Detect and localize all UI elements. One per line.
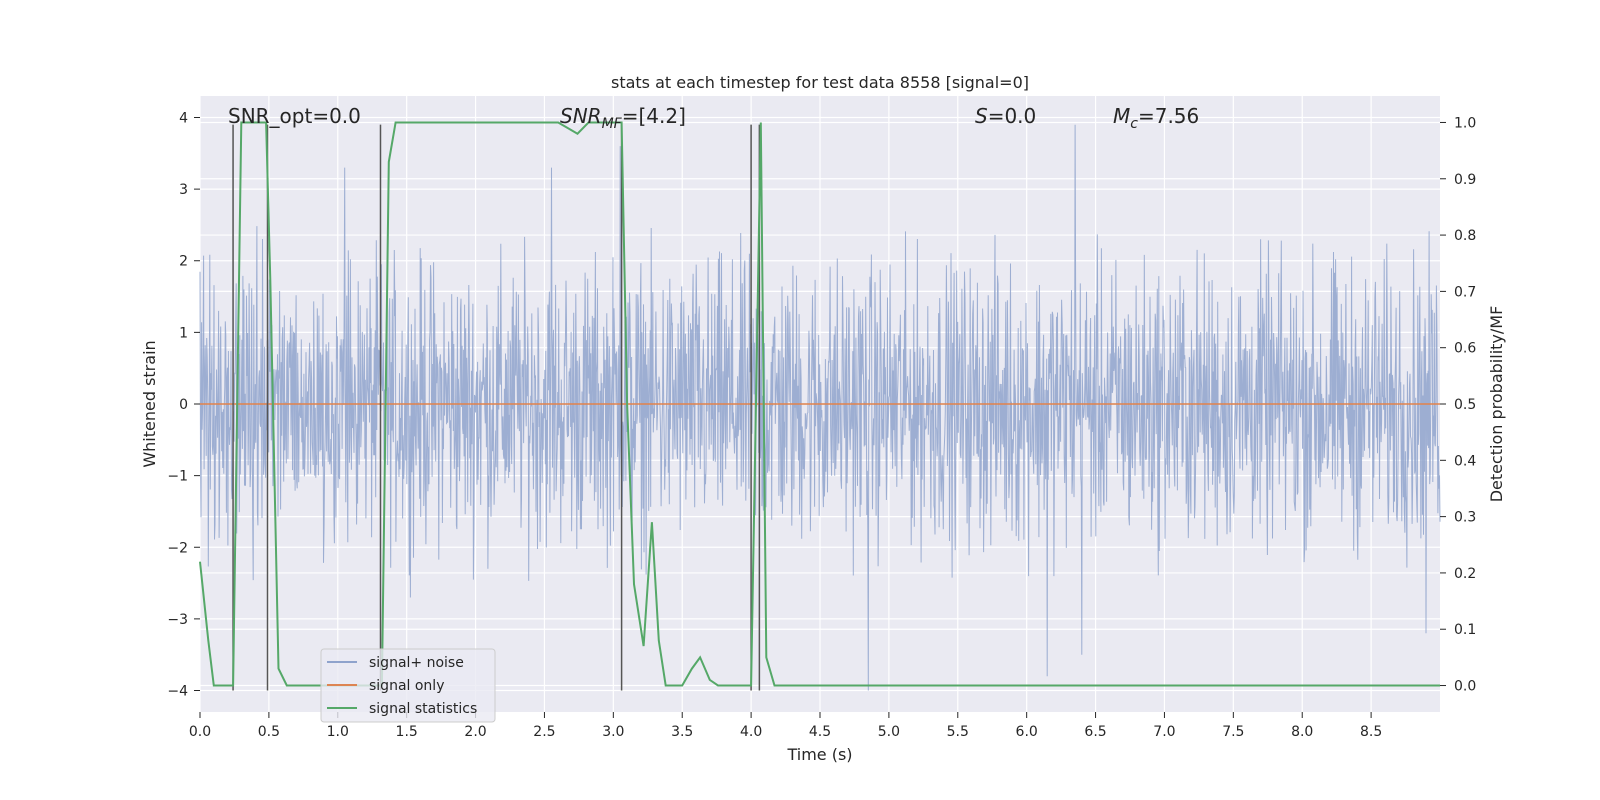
- y2-tick-label: 1.0: [1454, 115, 1476, 131]
- y-axis-label: Whitened strain: [140, 340, 159, 467]
- s-symbol: S: [975, 104, 988, 128]
- x-tick-label: 1.5: [396, 724, 418, 740]
- y-tick-label: 1: [179, 325, 188, 341]
- mc-value: =7.56: [1138, 104, 1199, 128]
- annotation-mc: Mc=7.56: [1113, 104, 1199, 132]
- legend-label-signal-only: signal only: [369, 678, 444, 694]
- y2-tick-label: 0.2: [1454, 566, 1476, 582]
- snr-mf-subscript: MF: [602, 116, 623, 132]
- annotation-snr-opt: SNR_opt=0.0: [228, 104, 361, 128]
- x-tick-label: 6.0: [1016, 724, 1038, 740]
- y2-tick-label: 0.0: [1454, 679, 1476, 695]
- x-tick-label: 2.0: [464, 724, 486, 740]
- y-tick-label: −1: [167, 469, 188, 485]
- x-tick-label: 3.5: [671, 724, 693, 740]
- y2-tick-label: 0.4: [1454, 453, 1476, 469]
- x-tick-label: 3.0: [602, 724, 624, 740]
- y2-tick-label: 0.9: [1454, 172, 1476, 188]
- x-tick-label: 8.0: [1291, 724, 1313, 740]
- y-tick-label: 2: [179, 254, 188, 270]
- legend-label-signal-noise: signal+ noise: [369, 655, 464, 671]
- chart-title: stats at each timestep for test data 855…: [611, 73, 1029, 92]
- y2-tick-labels: 1.0 0.9 0.8 0.7 0.6 0.5 0.4 0.3 0.2 0.1 0.0: [1440, 115, 1476, 695]
- y-tick-label: 4: [179, 110, 188, 126]
- y2-tick-label: 0.7: [1454, 284, 1476, 300]
- x-tick-label: 7.0: [1153, 724, 1175, 740]
- s-value: =0.0: [988, 104, 1037, 128]
- legend-box: [320, 648, 496, 723]
- mc-subscript: c: [1130, 116, 1138, 132]
- x-tick-label: 5.0: [878, 724, 900, 740]
- x-axis-label: Time (s): [786, 745, 852, 764]
- y2-tick-label: 0.1: [1454, 622, 1476, 638]
- legend-label-signal-statistics: signal statistics: [369, 701, 477, 717]
- y-tick-label: 3: [179, 182, 188, 198]
- signal-plus-noise-line: [199, 124, 1441, 691]
- snr-mf-symbol: SNR: [560, 104, 602, 128]
- signal-plus-noise-series: [199, 124, 1441, 691]
- y-tick-label: −2: [167, 540, 188, 556]
- y-tick-label: 0: [179, 397, 188, 413]
- x-tick-label: 8.5: [1360, 724, 1382, 740]
- x-tick-label: 6.5: [1084, 724, 1106, 740]
- y2-tick-label: 0.3: [1454, 510, 1476, 526]
- y2-tick-label: 0.5: [1454, 397, 1476, 413]
- legend: signal+ noise signal only signal statist…: [320, 648, 496, 723]
- y-tick-label: −4: [167, 684, 188, 700]
- y-tick-labels: 4 3 2 1 0 −1 −2 −3 −4: [167, 110, 200, 700]
- x-tick-label: 1.0: [327, 724, 349, 740]
- y2-tick-label: 0.8: [1454, 228, 1476, 244]
- x-tick-label: 4.0: [740, 724, 762, 740]
- x-tick-label: 4.5: [809, 724, 831, 740]
- x-tick-label: 0.5: [258, 724, 280, 740]
- x-tick-label: 0.0: [189, 724, 211, 740]
- mc-symbol: M: [1113, 104, 1130, 128]
- signal-statistics-line: [199, 121, 1440, 687]
- x-tick-label: 5.5: [947, 724, 969, 740]
- signal-statistics-series: [199, 121, 1440, 687]
- y-tick-label: −3: [167, 612, 188, 628]
- annotation-s: S=0.0: [975, 104, 1036, 128]
- x-tick-label: 2.5: [533, 724, 555, 740]
- y2-axis-label: Detection probability/MF: [1487, 306, 1506, 503]
- annotation-snr-mf: SNRMF=[4.2]: [560, 104, 686, 132]
- snr-mf-value: =[4.2]: [622, 104, 686, 128]
- y2-tick-label: 0.6: [1454, 341, 1476, 357]
- x-tick-label: 7.5: [1222, 724, 1244, 740]
- x-tick-labels: 0.0 0.5 1.0 1.5 2.0 2.5 3.0 3.5 4.0 4.5 5.0 5.5 6.0 6…: [189, 712, 1382, 740]
